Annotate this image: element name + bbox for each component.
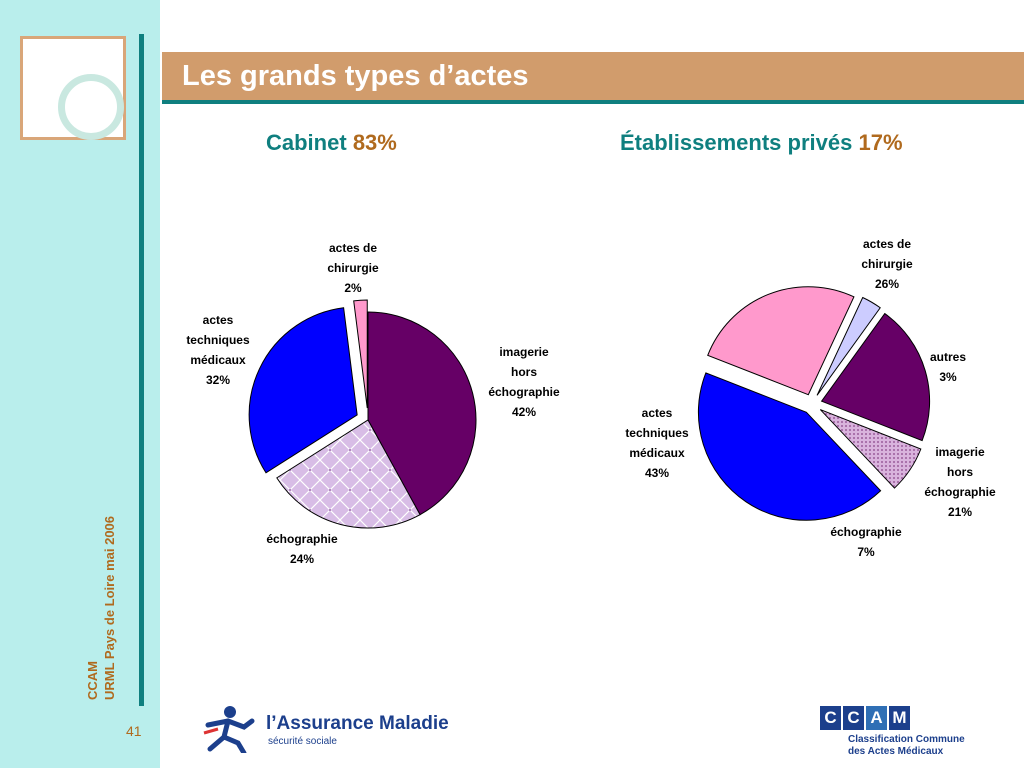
runner-icon <box>203 706 255 756</box>
slice-label: actes de chirurgie 2% <box>327 241 379 295</box>
pie-slice <box>707 286 855 396</box>
pie-slice <box>367 311 477 516</box>
chart-2-title-pct: 17% <box>858 130 903 155</box>
chart-2-title-text: Établissements privés <box>620 130 853 155</box>
assurance-maladie-subtitle: sécurité sociale <box>268 736 337 747</box>
ccam-subtitle-1: Classification Commune <box>848 734 965 745</box>
ccam-letter: A <box>866 706 887 730</box>
slice-label: actes techniques médicaux 32% <box>186 313 250 387</box>
vertical-divider <box>139 34 144 706</box>
assurance-maladie-name: l’Assurance Maladie <box>266 713 449 734</box>
pie-slice <box>816 296 881 396</box>
chart-1-title-text: Cabinet <box>266 130 347 155</box>
slide-title: Les grands types d’actes <box>182 60 529 92</box>
slice-label: actes de chirurgie 26% <box>861 237 913 291</box>
slice-label: autres 3% <box>930 350 966 384</box>
chart-2-title: Établissements privés 17% <box>620 130 903 156</box>
ccam-letter: C <box>820 706 841 730</box>
pie-slice <box>276 419 421 529</box>
ccam-letters: C C A M <box>820 706 1000 730</box>
chart-1-title-pct: 83% <box>352 130 397 155</box>
ccam-logo: C C A M Classification Commune des Actes… <box>820 706 1000 764</box>
slice-label: actes techniques médicaux 43% <box>625 406 689 480</box>
slice-label: échographie 7% <box>830 525 902 559</box>
pie-slice <box>819 409 922 489</box>
slice-label: imagerie hors échographie 42% <box>488 345 560 419</box>
ccam-letter: C <box>843 706 864 730</box>
slice-label: échographie 24% <box>266 532 338 566</box>
slice-label: imagerie hors échographie 21% <box>924 445 996 519</box>
chart-1-title: Cabinet 83% <box>266 130 397 156</box>
decorative-circle <box>58 74 124 140</box>
assurance-maladie-logo: l’Assurance Maladie sécurité sociale <box>200 703 449 756</box>
pie-slice <box>353 299 368 409</box>
ccam-letter: M <box>889 706 910 730</box>
page-number: 41 <box>126 723 142 739</box>
pie-slice <box>697 372 882 521</box>
ccam-subtitle-2: des Actes Médicaux <box>848 746 944 757</box>
pie-slice <box>248 307 358 474</box>
pie-slice <box>820 312 931 442</box>
title-bar: Les grands types d’actes <box>162 52 1024 104</box>
